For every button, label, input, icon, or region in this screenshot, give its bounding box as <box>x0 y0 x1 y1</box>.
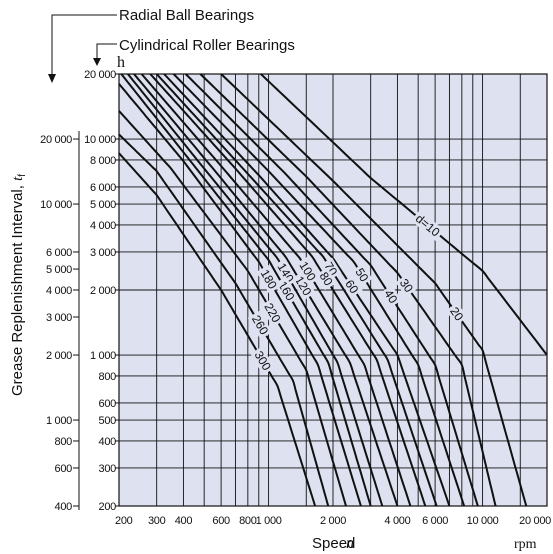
curve-label-bg <box>247 310 273 340</box>
cylindrical-pointer-arrow <box>96 43 117 62</box>
inner-y-tick-label: 5 000 <box>90 199 116 211</box>
inner-y-tick-label: 4 000 <box>90 220 116 232</box>
curve-labels: d=10203040506070801001201401601802202603… <box>247 209 468 376</box>
inner-y-tick-label: 20 000 <box>84 69 116 81</box>
x-tick-label: 1 000 <box>256 515 282 527</box>
inner-y-tick-labels: 200 300 400 500 600 800 1 000 2 000 3 000 4 000 5 … <box>84 69 119 513</box>
curve-label-group: 30 <box>395 274 418 297</box>
curve-label-group: 20 <box>445 302 468 326</box>
outer-y-tick-label: 800 <box>55 436 73 448</box>
y-axis-label-text: Grease Replenishment Interval, <box>9 181 26 396</box>
inner-y-tick-label: 6 000 <box>90 182 116 194</box>
outer-y-tick-label: 400 <box>55 501 73 513</box>
x-axis-label: Speed <box>312 535 355 552</box>
curve-label-bg <box>340 275 363 298</box>
curve-label-bg <box>260 298 285 328</box>
cylindrical-roller-bearings-label: Cylindrical Roller Bearings <box>119 37 295 54</box>
inner-y-tick-label: 1 000 <box>90 350 116 362</box>
curve-label-bg <box>274 276 299 306</box>
inner-y-tick-label: 200 <box>99 501 117 513</box>
inner-y-tick-label: 2 000 <box>90 285 116 297</box>
curve-label-bg <box>250 346 276 376</box>
curve-160 <box>120 73 372 507</box>
curve-label-bg <box>315 267 337 291</box>
curve-label-bg <box>320 257 342 281</box>
curve-label-bg <box>395 274 418 297</box>
curve-80 <box>149 73 427 507</box>
curve-label-bg <box>380 285 402 308</box>
curve-label-bg <box>445 302 468 326</box>
curve-label-group: 80 <box>315 267 337 291</box>
outer-y-tick-label: 3 000 <box>46 312 72 324</box>
y-axis-label-variable: t <box>10 176 26 181</box>
x-tick-label: 2 000 <box>320 515 346 527</box>
y-axis-label-subscript: f <box>17 174 28 177</box>
curve-label-bg <box>410 209 445 241</box>
x-tick-label: 600 <box>212 515 230 527</box>
x-axis-variable: n <box>346 535 354 552</box>
curve-label-group: 50 <box>351 263 373 287</box>
curve-70 <box>155 73 438 507</box>
curve-20 <box>220 73 528 507</box>
curve-label-bg <box>295 256 321 286</box>
inner-y-tick-label: 3 000 <box>90 247 116 259</box>
x-tick-label: 20 000 <box>519 515 551 527</box>
y-axis-label: Grease Replenishment Interval, tf <box>9 174 28 396</box>
curve-60 <box>163 73 451 507</box>
curve-label-bg <box>256 264 282 294</box>
outer-y-tick-label: 5 000 <box>46 264 72 276</box>
inner-y-tick-label: 10 000 <box>84 134 116 146</box>
curve-label-bg <box>273 258 299 288</box>
curve-label-bg <box>351 263 373 287</box>
inner-y-tick-label: 600 <box>99 398 117 410</box>
outer-y-tick-label: 2 000 <box>46 350 72 362</box>
x-tick-label: 800 <box>239 515 257 527</box>
x-tick-label: 200 <box>115 515 133 527</box>
outer-y-tick-labels: 400 600 800 1 000 2 000 3 000 4 000 5 000 6 000 1… <box>40 134 79 513</box>
curve-100 <box>140 73 412 507</box>
x-tick-label: 4 000 <box>384 515 410 527</box>
radial-ball-bearings-label: Radial Ball Bearings <box>119 7 254 24</box>
outer-y-tick-label: 600 <box>55 463 73 475</box>
inner-y-tick-label: 300 <box>99 463 117 475</box>
x-tick-label: 6 000 <box>422 515 448 527</box>
curve-40 <box>184 73 479 507</box>
outer-y-tick-label: 1 000 <box>46 415 72 427</box>
x-tick-label: 400 <box>175 515 193 527</box>
curve-label-group: 60 <box>340 275 363 298</box>
inner-y-tick-label: 500 <box>99 415 117 427</box>
curve-120 <box>133 73 399 507</box>
radial-pointer-arrow <box>51 14 117 80</box>
curve-140 <box>127 73 384 507</box>
curve-label-group: 40 <box>380 285 402 308</box>
outer-y-tick-label: 10 000 <box>40 199 72 211</box>
outer-y-tick-label: 6 000 <box>46 247 72 259</box>
curve-300 <box>118 152 317 507</box>
curve-220 <box>118 110 347 507</box>
radial-arrowhead-icon <box>48 74 56 83</box>
h-unit-label: h <box>117 54 125 71</box>
curve-50 <box>172 73 466 507</box>
curve-30 <box>199 73 497 507</box>
x-tick-label: 300 <box>148 515 166 527</box>
inner-y-tick-label: 400 <box>99 436 117 448</box>
inner-y-tick-label: 800 <box>99 371 117 383</box>
curves <box>118 73 548 507</box>
x-tick-label: 10 000 <box>467 515 499 527</box>
outer-y-tick-label: 20 000 <box>40 134 72 146</box>
outer-y-tick-label: 4 000 <box>46 285 72 297</box>
curve-180 <box>118 83 362 507</box>
curve-260 <box>118 133 330 507</box>
cylindrical-arrowhead-icon <box>93 58 101 66</box>
x-axis-unit: rpm <box>514 537 537 552</box>
inner-y-tick-label: 8 000 <box>90 155 116 167</box>
